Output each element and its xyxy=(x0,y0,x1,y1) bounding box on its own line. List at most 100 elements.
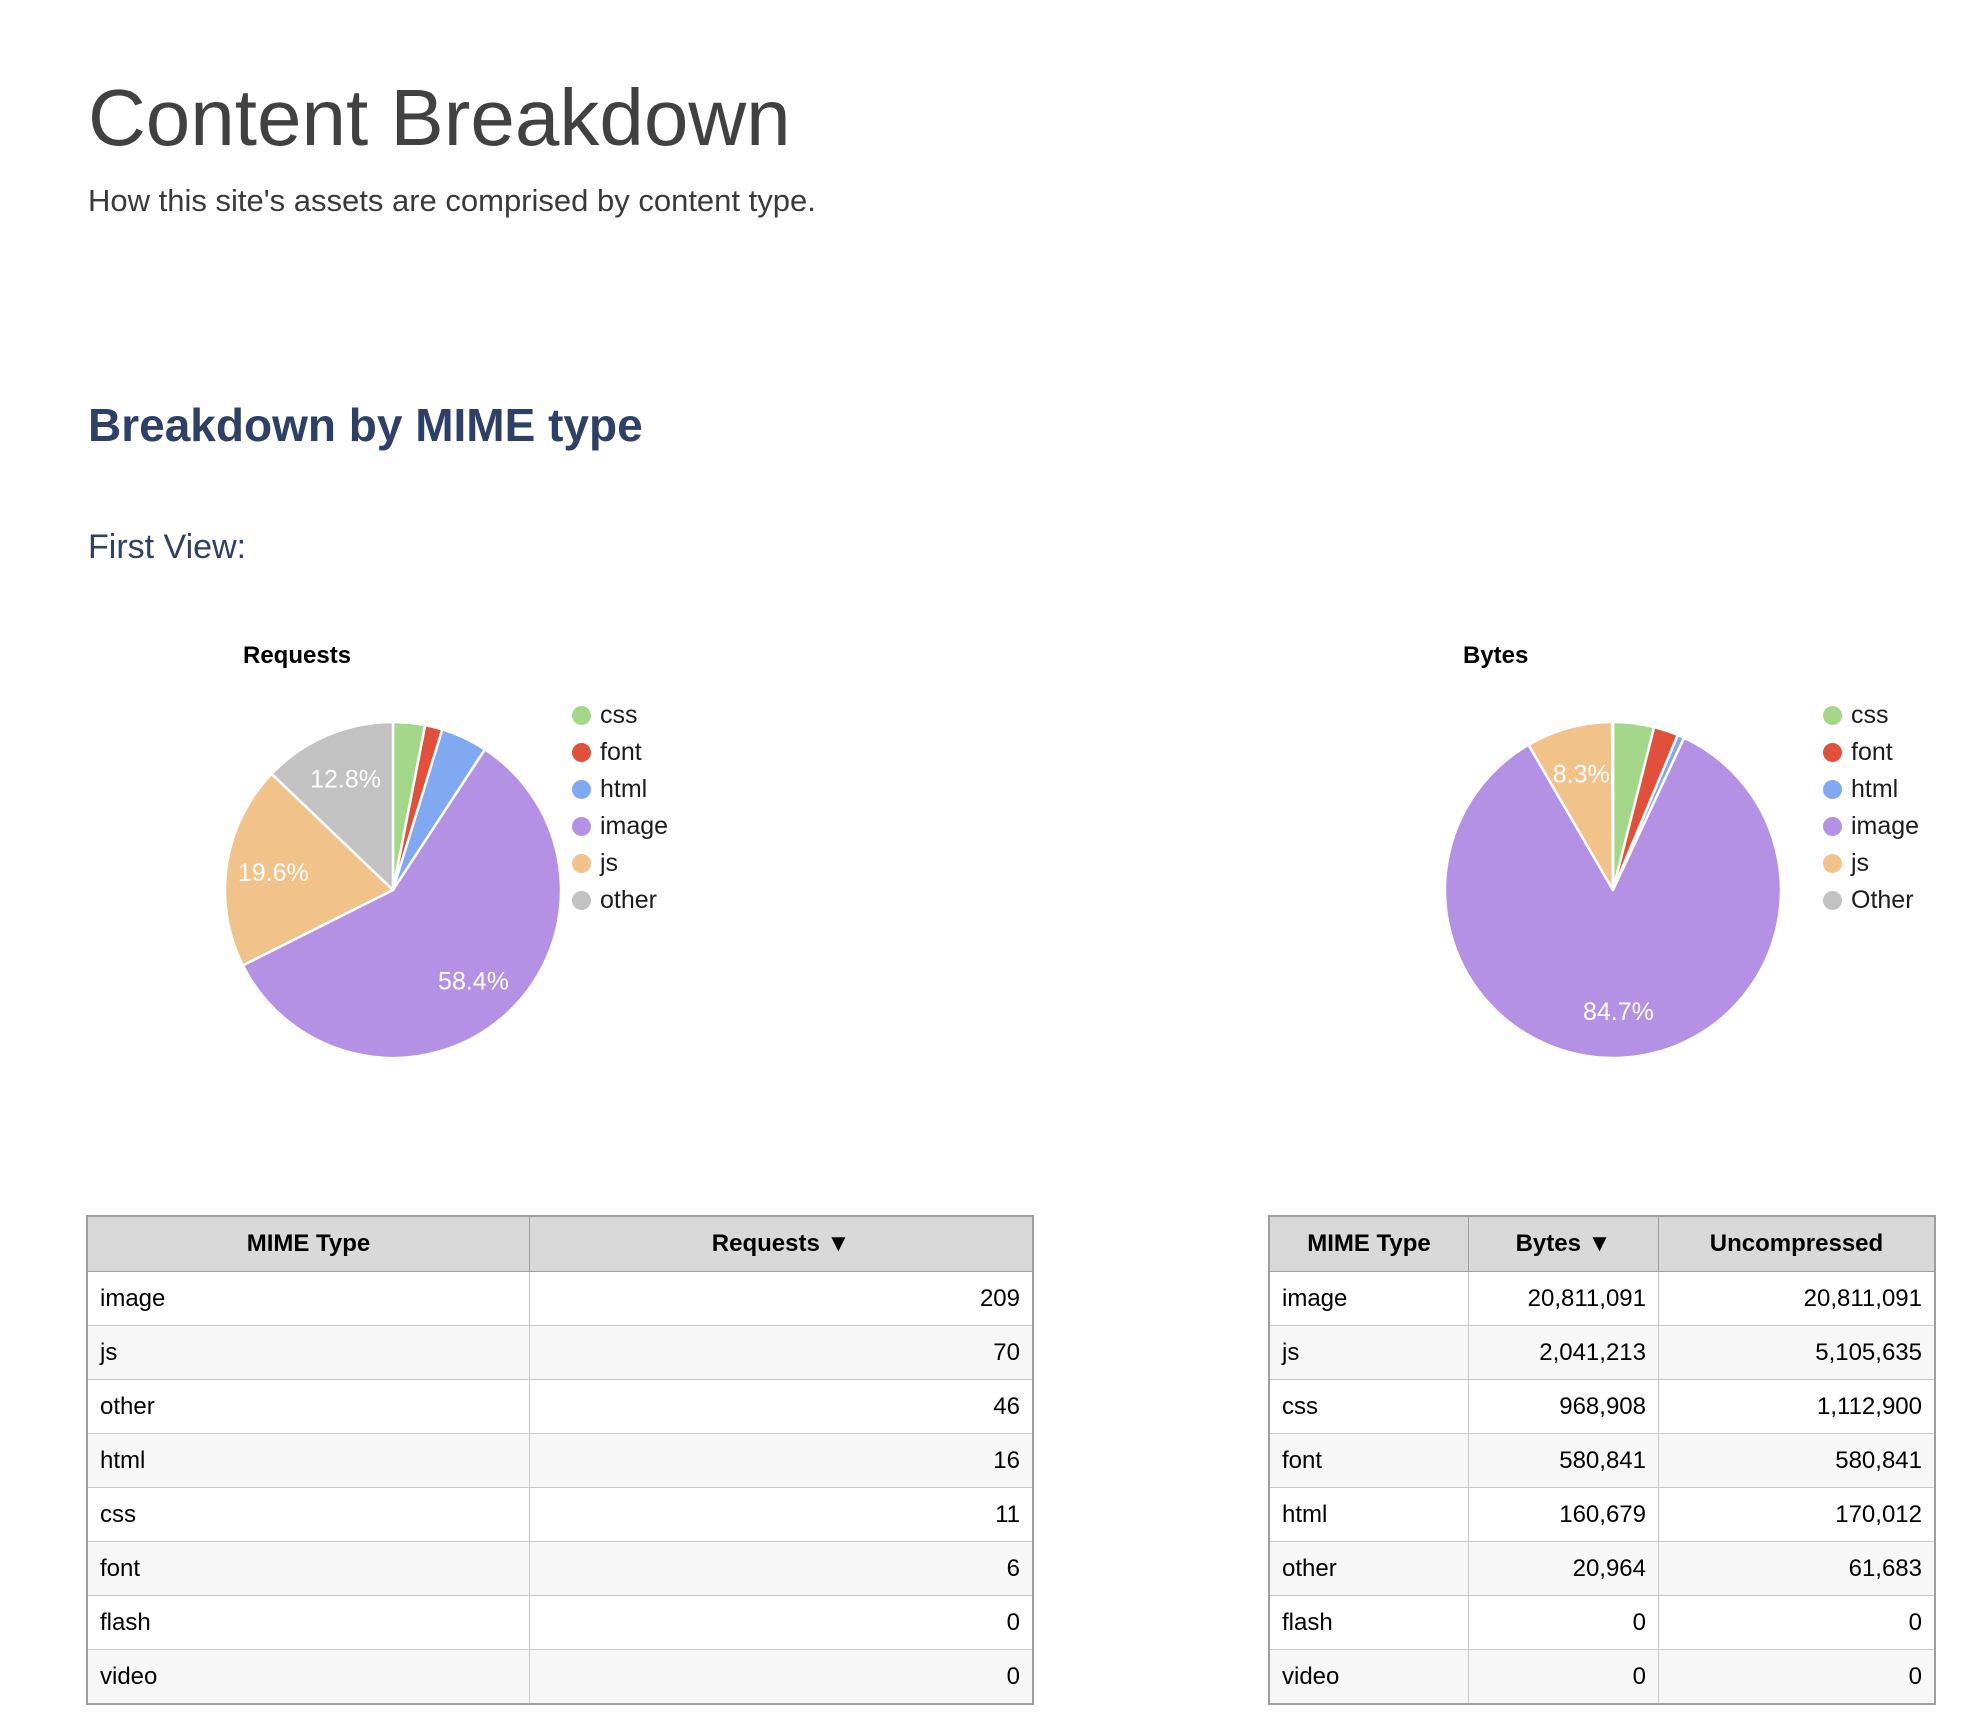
value-cell: 0 xyxy=(1658,1649,1936,1705)
column-header-mime-type[interactable]: MIME Type xyxy=(86,1215,530,1272)
value-cell: 61,683 xyxy=(1658,1541,1936,1596)
pie-slice-image[interactable] xyxy=(1443,736,1783,1060)
table-row-css: css 11 xyxy=(86,1487,1034,1542)
mime-type-cell: other xyxy=(86,1379,530,1434)
legend-swatch-icon xyxy=(572,854,591,873)
pie-slice-js[interactable] xyxy=(223,772,395,967)
page-subtitle: How this site's assets are comprised by … xyxy=(88,183,816,218)
mime-type-cell: css xyxy=(86,1487,530,1542)
legend-item-other: Other xyxy=(1823,882,1986,919)
pie-percent-label: 19.6% xyxy=(238,859,309,887)
legend-label: font xyxy=(1851,738,1893,766)
value-cell: 11 xyxy=(529,1487,1034,1542)
bytes-table: MIME Type Bytes ▼ Uncompressed image 20,811… xyxy=(1268,1215,1936,1705)
bytes-pie-chart[interactable]: 84.7% 8.3% xyxy=(1438,715,1788,1065)
bytes-chart-title: Bytes xyxy=(1463,642,1529,669)
legend-swatch-icon xyxy=(572,891,591,910)
bytes-table-head: MIME Type Bytes ▼ Uncompressed xyxy=(1268,1215,1936,1272)
table-row-video: video 0 0 xyxy=(1268,1649,1936,1705)
legend-item-css: css xyxy=(572,697,742,734)
bytes-table-body: image 20,811,091 20,811,091 js 2,041,213 5,10… xyxy=(1268,1271,1936,1705)
value-cell: 20,811,091 xyxy=(1658,1271,1936,1326)
view-heading-first-view: First View: xyxy=(88,528,247,566)
value-cell: 46 xyxy=(529,1379,1034,1434)
table-row-other: other 46 xyxy=(86,1379,1034,1434)
legend-swatch-icon xyxy=(1823,743,1842,762)
legend-swatch-icon xyxy=(572,817,591,836)
page-title: Content Breakdown xyxy=(88,72,791,162)
table-row-js: js 2,041,213 5,105,635 xyxy=(1268,1325,1936,1380)
column-header-bytes[interactable]: Bytes ▼ xyxy=(1468,1215,1659,1272)
table-row-other: other 20,964 61,683 xyxy=(1268,1541,1936,1596)
value-cell: 16 xyxy=(529,1433,1034,1488)
mime-type-cell: js xyxy=(86,1325,530,1380)
pie-slice-js[interactable] xyxy=(1527,720,1615,892)
value-cell: 0 xyxy=(529,1649,1034,1705)
value-cell: 0 xyxy=(1468,1649,1659,1705)
legend-label: other xyxy=(600,886,657,914)
column-header-uncompressed[interactable]: Uncompressed xyxy=(1658,1215,1936,1272)
legend-label: Other xyxy=(1851,886,1914,914)
legend-label: image xyxy=(1851,812,1920,840)
mime-type-cell: image xyxy=(86,1271,530,1326)
legend-swatch-icon xyxy=(1823,891,1842,910)
value-cell: 0 xyxy=(1658,1595,1936,1650)
legend-item-css: css xyxy=(1823,697,1986,734)
legend-swatch-icon xyxy=(572,706,591,725)
legend-label: css xyxy=(1851,701,1889,729)
legend-item-html: html xyxy=(572,771,742,808)
mime-type-cell: js xyxy=(1268,1325,1469,1380)
legend-swatch-icon xyxy=(572,743,591,762)
table-row-flash: flash 0 0 xyxy=(1268,1595,1936,1650)
legend-swatch-icon xyxy=(1823,854,1842,873)
legend-swatch-icon xyxy=(1823,817,1842,836)
value-cell: 580,841 xyxy=(1468,1433,1659,1488)
legend-item-js: js xyxy=(1823,845,1986,882)
legend-item-other: other xyxy=(572,882,742,919)
legend-label: js xyxy=(600,849,619,877)
legend-item-image: image xyxy=(572,808,742,845)
table-header-row: MIME Type Bytes ▼ Uncompressed xyxy=(1268,1215,1936,1272)
pie-slice-image[interactable] xyxy=(241,748,563,1060)
table-row-html: html 160,679 170,012 xyxy=(1268,1487,1936,1542)
mime-type-cell: css xyxy=(1268,1379,1469,1434)
table-row-image: image 209 xyxy=(86,1271,1034,1326)
table-row-font: font 6 xyxy=(86,1541,1034,1596)
mime-type-cell: image xyxy=(1268,1271,1469,1326)
value-cell: 968,908 xyxy=(1468,1379,1659,1434)
legend-swatch-icon xyxy=(572,780,591,799)
value-cell: 0 xyxy=(529,1595,1034,1650)
table-row-js: js 70 xyxy=(86,1325,1034,1380)
value-cell: 160,679 xyxy=(1468,1487,1659,1542)
requests-chart-title: Requests xyxy=(243,642,352,669)
requests-chart-legend: css font html image js other xyxy=(572,697,742,919)
legend-label: css xyxy=(600,701,638,729)
value-cell: 580,841 xyxy=(1658,1433,1936,1488)
pie-percent-label: 84.7% xyxy=(1583,998,1654,1026)
requests-table: MIME Type Requests ▼ image 209 js 70 other 46 h… xyxy=(86,1215,1034,1705)
legend-item-html: html xyxy=(1823,771,1986,808)
mime-type-cell: other xyxy=(1268,1541,1469,1596)
value-cell: 70 xyxy=(529,1325,1034,1380)
pie-percent-label: 8.3% xyxy=(1553,760,1610,788)
value-cell: 2,041,213 xyxy=(1468,1325,1659,1380)
value-cell: 1,112,900 xyxy=(1658,1379,1936,1434)
requests-pie-chart[interactable]: 58.4% 19.6% 12.8% xyxy=(218,715,568,1065)
value-cell: 20,964 xyxy=(1468,1541,1659,1596)
bytes-chart-legend: css font html image js Other xyxy=(1823,697,1986,919)
legend-label: html xyxy=(1851,775,1899,803)
mime-type-cell: html xyxy=(86,1433,530,1488)
table-row-html: html 16 xyxy=(86,1433,1034,1488)
pie-slice-other[interactable] xyxy=(270,720,395,892)
legend-item-image: image xyxy=(1823,808,1986,845)
legend-label: html xyxy=(600,775,648,803)
requests-table-body: image 209 js 70 other 46 html 16 css 11 font 6 flash… xyxy=(86,1271,1034,1705)
mime-type-cell: video xyxy=(1268,1649,1469,1705)
column-header-mime-type[interactable]: MIME Type xyxy=(1268,1215,1469,1272)
section-heading-mime-type: Breakdown by MIME type xyxy=(88,399,643,452)
table-row-css: css 968,908 1,112,900 xyxy=(1268,1379,1936,1434)
pie-slice-other[interactable] xyxy=(1610,720,1615,892)
mime-type-cell: flash xyxy=(86,1595,530,1650)
column-header-requests[interactable]: Requests ▼ xyxy=(529,1215,1034,1272)
value-cell: 20,811,091 xyxy=(1468,1271,1659,1326)
